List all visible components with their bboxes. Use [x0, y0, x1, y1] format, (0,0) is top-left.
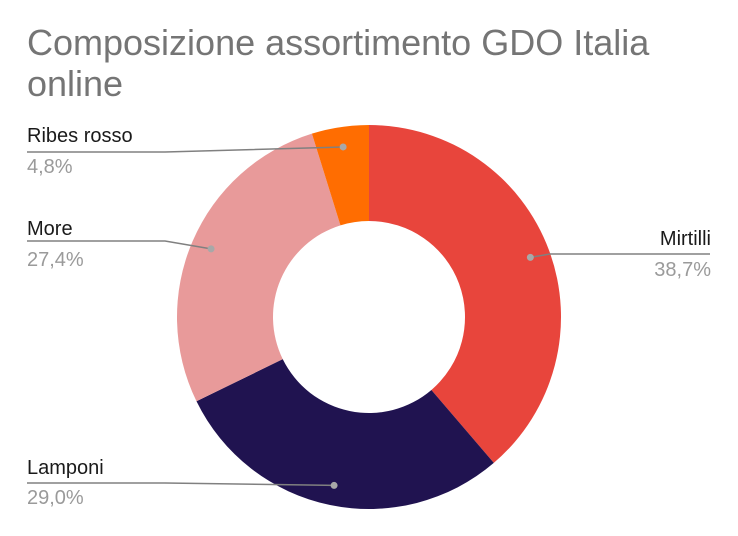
- slice-ribes-rosso: [311, 125, 369, 226]
- leader-dot: [207, 245, 215, 253]
- slice-percent-label: 27,4%: [27, 249, 84, 271]
- leader-line: [27, 240, 212, 250]
- slice-more: [176, 133, 341, 402]
- slice-percent-label: 4,8%: [27, 156, 73, 178]
- leader-dot: [339, 143, 347, 151]
- slice-name-label: Lamponi: [27, 457, 104, 479]
- labels-group: Mirtilli 38,7% Lamponi 29,0% More 27,4% Ribes …: [27, 125, 711, 509]
- leader-line: [27, 146, 344, 153]
- slice-mirtilli: [369, 125, 562, 463]
- leader-line: [27, 482, 335, 487]
- leader-dot: [330, 481, 338, 489]
- slice-lamponi: [196, 359, 494, 509]
- slice-name-label: Ribes rosso: [27, 125, 133, 147]
- leader-line: [530, 253, 710, 259]
- leader-dot: [526, 253, 534, 261]
- slice-name-label: More: [27, 218, 73, 240]
- slice-percent-label: 38,7%: [654, 259, 711, 281]
- slices-group: [176, 125, 562, 509]
- slice-percent-label: 29,0%: [27, 487, 84, 509]
- chart-title: Composizione assortimento GDO Italia onl…: [27, 22, 650, 104]
- slice-name-label: Mirtilli: [660, 228, 711, 250]
